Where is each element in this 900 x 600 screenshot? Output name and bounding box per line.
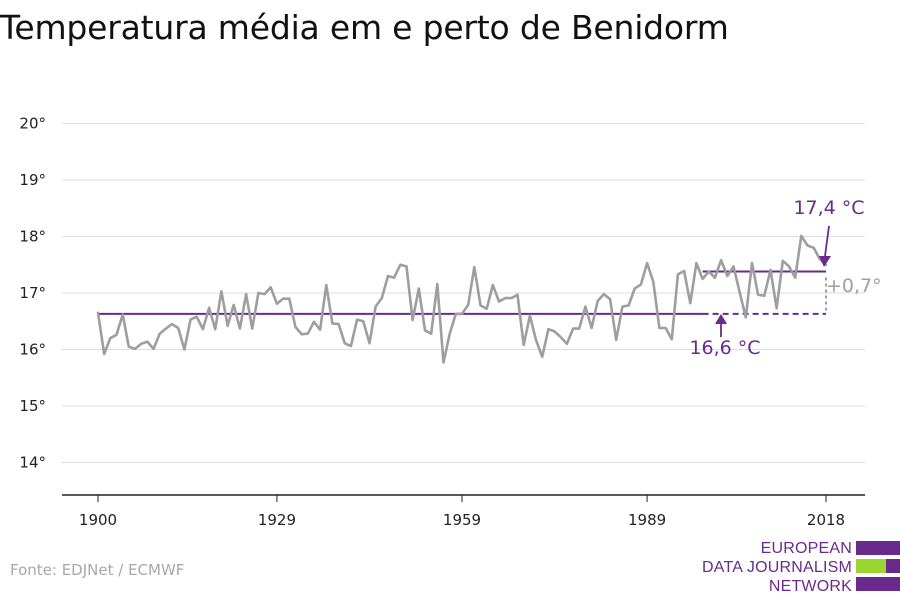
y-tick-label: 20° — [19, 115, 46, 133]
y-tick-label: 14° — [19, 454, 46, 472]
grid-lines — [62, 123, 865, 463]
logo-bar-top — [856, 541, 900, 555]
temperature-series-line — [96, 234, 828, 364]
source-note: Fonte: EDJNet / ECMWF — [10, 561, 185, 579]
y-axis-ticks: 14° 15° 16° 17° 18° 19° 20° — [19, 115, 46, 472]
logo-bar-green — [856, 559, 886, 573]
logo-bar-middle — [856, 559, 900, 573]
logo-line-2: DATA JOURNALISM — [702, 559, 852, 576]
annotations: 17,4 °C 16,6 °C +0,7° — [689, 197, 881, 359]
logo-bar-bottom — [856, 577, 900, 591]
baseline-arrow-head — [715, 314, 727, 324]
recent-average-label: 17,4 °C — [793, 197, 864, 219]
x-axis: 1900 1929 1959 1989 2018 — [62, 494, 865, 529]
edjnet-logo: EUROPEAN DATA JOURNALISM NETWORK — [700, 537, 900, 597]
delta-label: +0,7° — [826, 275, 882, 297]
reference-lines — [98, 270, 827, 315]
baseline-average-label: 16,6 °C — [689, 337, 760, 359]
logo-text: EUROPEAN DATA JOURNALISM NETWORK — [702, 539, 852, 596]
y-tick-label: 17° — [19, 284, 46, 302]
y-tick-label: 15° — [19, 397, 46, 415]
x-tick-label: 2018 — [807, 511, 845, 529]
x-tick-label: 1900 — [79, 511, 117, 529]
logo-line-3: NETWORK — [768, 578, 852, 595]
y-tick-label: 18° — [19, 228, 46, 246]
recent-arrow-shaft — [824, 225, 830, 257]
logo-line-1: EUROPEAN — [760, 540, 852, 557]
y-tick-label: 19° — [19, 171, 46, 189]
chart-title: Temperatura média em e perto de Benidorm — [0, 8, 729, 47]
x-tick-label: 1959 — [443, 511, 481, 529]
y-tick-label: 16° — [19, 341, 46, 359]
x-tick-label: 1929 — [258, 511, 296, 529]
x-tick-label: 1989 — [628, 511, 666, 529]
series-layer — [96, 234, 828, 364]
recent-arrow-head — [819, 256, 831, 267]
